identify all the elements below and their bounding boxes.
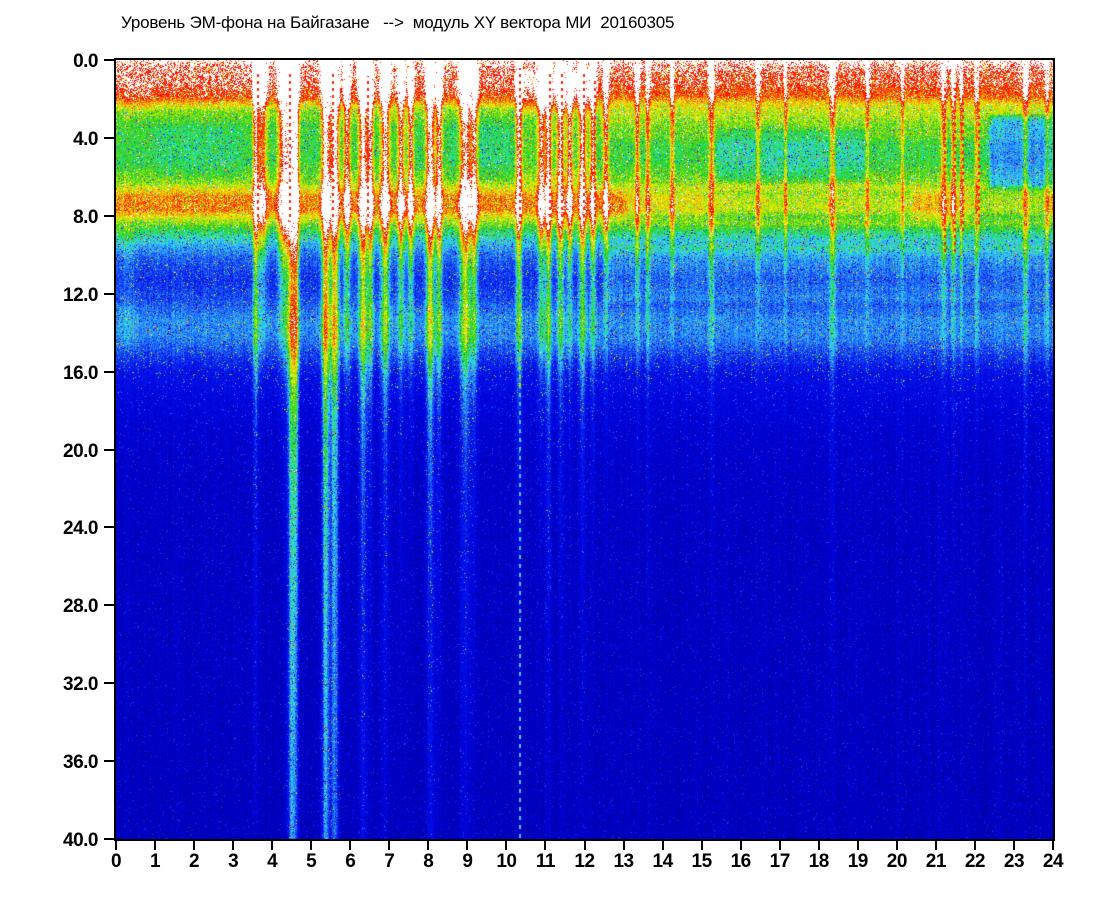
y-tick-label: 0.0 — [73, 51, 98, 72]
y-tick — [104, 838, 115, 840]
y-tick-label: 36.0 — [63, 752, 98, 774]
y-tick — [104, 292, 115, 295]
y-tick — [104, 448, 115, 451]
x-tick-label: 16 — [730, 851, 752, 872]
x-tick — [700, 841, 703, 850]
y-tick — [104, 604, 115, 607]
x-tick — [544, 841, 547, 850]
x-tick-label: 10 — [496, 851, 517, 872]
x-tick — [1052, 841, 1054, 850]
x-tick-label: 17 — [769, 851, 791, 872]
x-tick-label: 15 — [691, 851, 713, 872]
y-tick-label: 16.0 — [63, 362, 98, 384]
x-tick-label: 21 — [925, 851, 947, 872]
y-tick-label: 28.0 — [63, 596, 98, 618]
x-tick — [622, 841, 625, 850]
x-tick — [739, 841, 742, 850]
y-tick-label: 40.0 — [63, 830, 98, 851]
x-tick-label: 13 — [613, 851, 634, 872]
y-tick-label: 20.0 — [63, 440, 98, 462]
y-tick-label: 32.0 — [63, 674, 98, 696]
x-tick-label: 5 — [306, 851, 317, 872]
x-tick — [1012, 841, 1015, 850]
x-tick — [934, 841, 937, 850]
x-tick — [115, 841, 117, 850]
x-tick-label: 2 — [189, 851, 200, 872]
y-tick-label: 4.0 — [73, 128, 98, 150]
x-tick — [193, 841, 196, 850]
x-tick-label: 8 — [423, 851, 434, 872]
y-tick — [104, 682, 115, 685]
x-tick-label: 6 — [345, 851, 356, 872]
x-tick-label: 24 — [1042, 851, 1064, 872]
y-tick — [104, 526, 115, 529]
x-tick — [895, 841, 898, 850]
x-tick-label: 14 — [652, 851, 674, 872]
x-tick-label: 1 — [149, 851, 161, 872]
y-tick — [104, 214, 115, 217]
x-tick — [505, 841, 508, 850]
spectrogram-canvas — [116, 60, 1053, 839]
x-tick — [388, 841, 391, 850]
x-tick — [973, 841, 976, 850]
x-tick-label: 18 — [808, 851, 830, 872]
x-tick — [271, 841, 274, 850]
x-tick — [232, 841, 235, 850]
x-tick — [856, 841, 859, 850]
x-tick — [583, 841, 586, 850]
x-tick-label: 0 — [110, 851, 122, 872]
x-tick — [427, 841, 430, 850]
x-tick-label: 3 — [228, 851, 239, 872]
x-tick — [466, 841, 469, 850]
x-tick — [817, 841, 820, 850]
y-tick — [104, 59, 115, 61]
x-tick-label: 12 — [574, 851, 595, 872]
x-tick — [310, 841, 313, 850]
y-tick-label: 8.0 — [73, 206, 98, 228]
x-tick — [661, 841, 664, 850]
x-tick-label: 22 — [964, 851, 986, 872]
y-tick-label: 12.0 — [63, 284, 98, 306]
y-tick — [104, 760, 115, 763]
x-tick — [778, 841, 781, 850]
x-tick-label: 20 — [886, 851, 908, 872]
x-tick — [349, 841, 352, 850]
x-tick-label: 9 — [462, 851, 473, 872]
y-tick — [104, 370, 115, 373]
x-tick-label: 7 — [384, 851, 395, 872]
chart-title: Уровень ЭМ-фона на Байгазане --> модуль … — [121, 13, 675, 32]
x-tick-label: 11 — [535, 851, 556, 872]
x-tick-label: 23 — [1003, 851, 1025, 872]
x-tick-label: 4 — [267, 851, 278, 872]
y-tick — [104, 136, 115, 139]
x-tick-label: 19 — [847, 851, 869, 872]
x-tick — [154, 841, 157, 850]
y-tick-label: 24.0 — [63, 518, 98, 540]
plot-frame — [114, 58, 1055, 841]
